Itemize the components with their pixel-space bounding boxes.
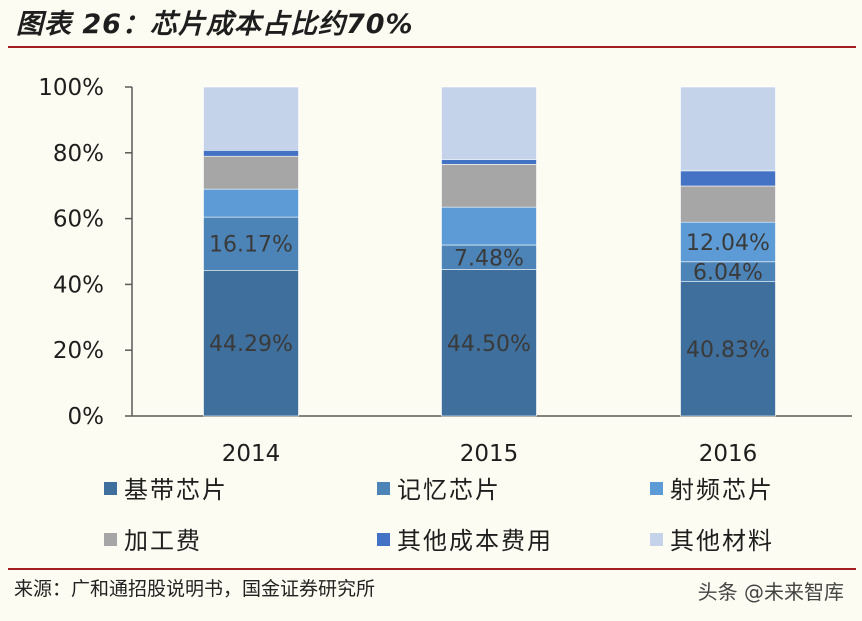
watermark: 头条 @未来智库 [697,580,844,604]
bar-segment [680,185,776,223]
legend-label: 基带芯片 [124,476,228,504]
legend-label: 加工费 [124,527,202,555]
data-label: 16.17% [209,233,293,258]
top-divider [8,46,856,48]
data-label: 44.29% [209,332,293,357]
bar-segment [680,221,776,263]
bar-segment [203,269,299,417]
y-tick-label: 80% [53,141,104,167]
bar-segment [680,86,776,172]
legend-swatch [650,482,663,495]
data-label: 6.04% [693,261,763,286]
bar-segment [680,281,776,417]
bottom-divider [8,568,856,570]
bar-segment [203,216,299,271]
bar-segment [680,170,776,187]
y-tick-label: 0% [68,404,105,430]
bar-segment [203,188,299,218]
bar-segment [203,86,299,151]
x-tick-label: 2015 [460,441,519,467]
bar-segment [441,206,537,246]
data-label: 12.04% [686,231,770,256]
data-label: 7.48% [454,246,524,271]
legend-swatch [377,533,390,546]
bar-segment [203,149,299,157]
legend-label: 记忆芯片 [397,476,501,504]
x-tick-label: 2016 [699,441,758,467]
y-tick-label: 20% [53,338,104,364]
data-label: 44.50% [447,332,531,357]
legend-swatch [104,482,117,495]
y-tick-label: 40% [53,272,104,298]
legend-swatch [104,533,117,546]
bar-segment [441,269,537,417]
bar-segment [203,155,299,190]
y-tick-label: 60% [53,207,104,233]
chart-title: 图表 26：芯片成本占比约70% [16,9,414,40]
stacked-bar-chart: 0% 20% 40% 60% 80% 100% 44.29% 16.17% 2014 44.50%… [38,75,852,555]
legend-label: 其他成本费用 [397,527,553,555]
bar-segment [441,86,537,160]
x-tick-label: 2014 [222,441,281,467]
bar-segment [441,164,537,208]
legend-label: 其他材料 [670,527,774,555]
bar-segment [441,244,537,270]
legend-label: 射频芯片 [670,476,774,504]
legend-swatch [377,482,390,495]
data-label: 40.83% [686,338,770,363]
bar-segment [441,159,537,165]
source-note: 来源：广和通招股说明书，国金证券研究所 [14,578,376,600]
legend-swatch [650,533,663,546]
y-tick-label: 100% [38,75,104,101]
